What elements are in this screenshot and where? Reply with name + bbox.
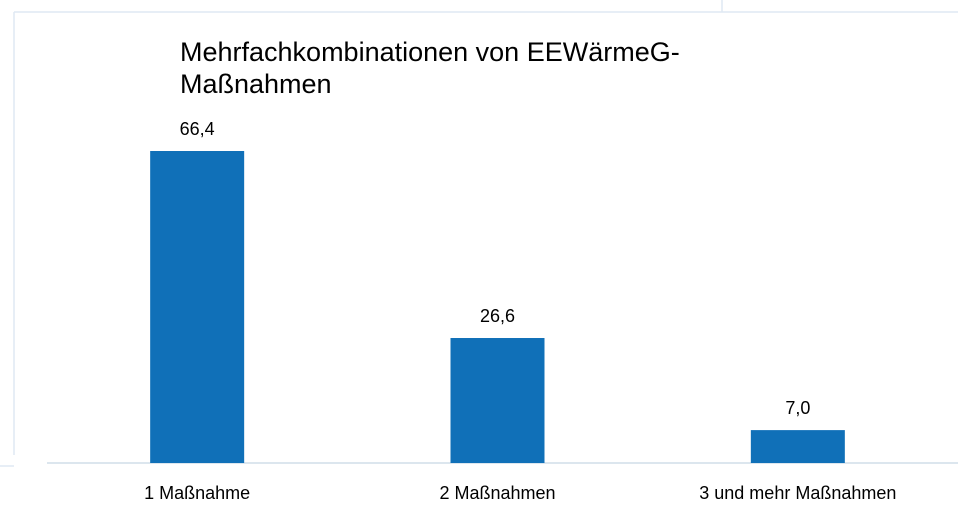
x-tick-label: 2 Maßnahmen: [439, 483, 555, 503]
bar: [450, 338, 545, 463]
chart-title: Mehrfachkombinationen von EEWärmeG-Maßna…: [180, 37, 680, 99]
bar: [150, 151, 245, 463]
data-label: 66,4: [180, 119, 215, 139]
data-label: 26,6: [480, 306, 515, 326]
bar: [750, 430, 845, 463]
data-label: 7,0: [785, 398, 810, 418]
x-tick-label: 3 und mehr Maßnahmen: [699, 483, 896, 503]
x-tick-label: 1 Maßnahme: [144, 483, 250, 503]
